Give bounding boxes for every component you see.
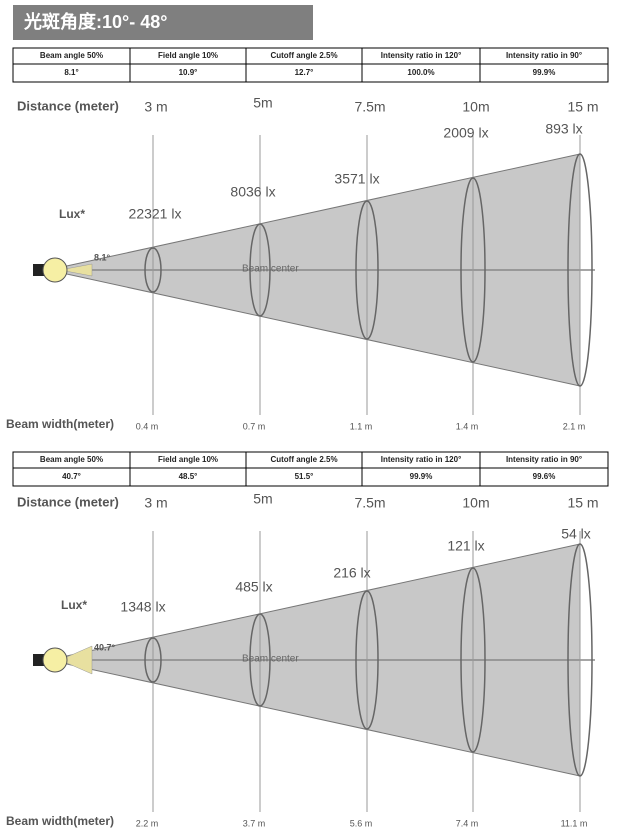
table (12, 451, 609, 487)
lux-value: 121 lx (447, 538, 484, 554)
table-value: 99.9% (533, 68, 556, 77)
lux-value: 22321 lx (129, 206, 182, 222)
table-value: 8.1° (64, 68, 78, 77)
distance: 5m (253, 491, 272, 507)
beam-width: 1.4 m (456, 421, 479, 431)
beam-width: 2.1 m (563, 421, 586, 431)
table-header: Intensity ratio in 90° (506, 51, 582, 60)
distance-label: Distance (meter) (17, 494, 119, 509)
table-value: 51.5° (295, 472, 314, 481)
beam-section (144, 637, 162, 683)
beam-section (567, 153, 593, 387)
lux-value: 485 lx (235, 579, 272, 595)
table-header: Field angle 10% (158, 51, 218, 60)
lux-label: Lux* (59, 207, 85, 221)
table-header: Intensity ratio in 90° (506, 455, 582, 464)
table-header: Field angle 10% (158, 455, 218, 464)
beam-width: 0.4 m (136, 421, 159, 431)
beam-width: 2.2 m (136, 818, 159, 828)
table-header: Cutoff angle 2.5% (270, 455, 337, 464)
title-bar (13, 5, 313, 40)
beam-wedge (59, 263, 93, 277)
distance: 3 m (144, 495, 167, 511)
distance: 3 m (144, 99, 167, 115)
table-value: 99.6% (533, 472, 556, 481)
beam-angle: 40.7° (94, 642, 116, 652)
beam-width: 3.7 m (243, 818, 266, 828)
beam-section (249, 223, 271, 317)
beam-width: 1.1 m (350, 421, 373, 431)
beam-width: 11.1 m (561, 818, 588, 828)
lux-value: 216 lx (333, 565, 370, 581)
beam-width: 7.4 m (456, 818, 479, 828)
distance: 7.5m (354, 99, 385, 115)
table-header: Beam angle 50% (40, 455, 103, 464)
beam-section (460, 567, 486, 753)
lamp-socket (33, 264, 45, 276)
beam-width-label: Beam width(meter) (6, 417, 114, 431)
distance: 10m (462, 99, 489, 115)
beam-center: Beam center (242, 654, 299, 665)
title: 光斑角度:10°- 48° (23, 11, 167, 32)
lux-label: Lux* (61, 598, 87, 612)
beam-wedge (59, 645, 93, 675)
distance: 15 m (567, 99, 598, 115)
beam-width: 5.6 m (350, 818, 373, 828)
lux-value: 893 lx (545, 121, 582, 137)
beam-width: 0.7 m (243, 421, 266, 431)
beam-angle: 8.1° (94, 252, 111, 262)
lux-value: 54 lx (561, 526, 591, 542)
beam-section (144, 247, 162, 293)
beam-width-label: Beam width(meter) (6, 814, 114, 828)
table-value: 12.7° (295, 68, 314, 77)
lamp (42, 257, 68, 283)
lux-value: 8036 lx (230, 184, 275, 200)
beam-section (567, 543, 593, 777)
beam-section (460, 177, 486, 363)
lux-value: 2009 lx (443, 125, 488, 141)
beam-center: Beam center (242, 264, 299, 275)
lamp (42, 647, 68, 673)
lux-value: 1348 lx (120, 599, 165, 615)
distance: 7.5m (354, 495, 385, 511)
table (12, 47, 609, 83)
table-value: 99.9% (410, 472, 433, 481)
beam-section (249, 613, 271, 707)
beam-section (355, 200, 379, 340)
distance: 15 m (567, 495, 598, 511)
table-header: Intensity ratio in 120° (381, 455, 462, 464)
table-value: 48.5° (179, 472, 198, 481)
lux-value: 3571 lx (334, 171, 379, 187)
table-value: 40.7° (62, 472, 81, 481)
distance-label: Distance (meter) (17, 98, 119, 113)
lamp-socket (33, 654, 45, 666)
distance: 5m (253, 95, 272, 111)
distance: 10m (462, 495, 489, 511)
table-header: Beam angle 50% (40, 51, 103, 60)
table-value: 10.9° (179, 68, 198, 77)
table-header: Intensity ratio in 120° (381, 51, 462, 60)
table-value: 100.0% (407, 68, 434, 77)
beam-section (355, 590, 379, 730)
table-header: Cutoff angle 2.5% (270, 51, 337, 60)
